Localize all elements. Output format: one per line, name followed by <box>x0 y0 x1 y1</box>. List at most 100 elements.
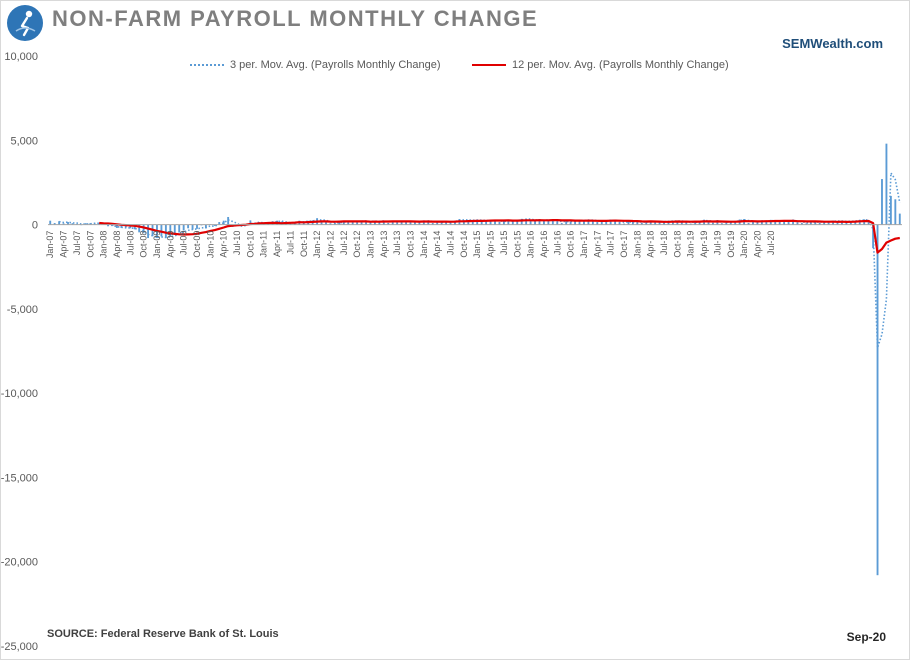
bar <box>836 221 839 225</box>
bar <box>222 220 225 225</box>
bar <box>689 223 692 225</box>
x-tick-label: Jul-19 <box>712 231 722 256</box>
x-tick-label: Jan-18 <box>632 231 642 259</box>
bar <box>511 221 514 225</box>
bar <box>213 224 216 226</box>
bar <box>658 221 661 225</box>
bar <box>591 220 594 225</box>
bar <box>342 221 345 225</box>
bar <box>645 221 648 225</box>
x-tick-label: Oct-07 <box>85 231 95 258</box>
bar <box>498 221 501 225</box>
x-tick-label: Oct-19 <box>726 231 736 258</box>
bar <box>867 220 870 225</box>
x-tick-label: Jul-08 <box>125 231 135 256</box>
bar <box>614 221 617 225</box>
bar <box>160 224 163 237</box>
bar <box>841 221 843 225</box>
x-tick-label: Apr-15 <box>486 231 496 258</box>
bar <box>551 220 554 225</box>
bar <box>405 221 407 225</box>
bar <box>814 221 817 225</box>
ma3-series <box>58 170 901 349</box>
bar <box>676 220 679 225</box>
x-tick-label: Jul-15 <box>499 231 509 256</box>
bar <box>378 221 381 225</box>
ma12-series <box>99 219 900 254</box>
bar <box>800 223 803 225</box>
x-tick-label: Jul-10 <box>232 231 242 256</box>
bar <box>680 221 683 225</box>
bar <box>609 219 612 225</box>
x-tick-label: Apr-10 <box>219 231 229 258</box>
bar <box>760 220 763 225</box>
bar <box>618 221 621 225</box>
bar <box>445 221 448 225</box>
x-tick-label: Jul-13 <box>392 231 402 256</box>
bar <box>67 222 69 225</box>
bar <box>351 221 354 225</box>
bar <box>560 223 563 225</box>
x-tick-label: Oct-14 <box>459 231 469 258</box>
x-tick-label: Jan-20 <box>739 231 749 259</box>
x-tick-label: Oct-12 <box>352 231 362 258</box>
x-tick-label: Apr-18 <box>646 231 656 258</box>
x-tick-label: Jan-15 <box>472 231 482 259</box>
bar <box>578 219 581 225</box>
y-tick-label: 5,000 <box>10 135 38 147</box>
bar <box>774 221 777 225</box>
bar <box>720 223 723 225</box>
bar <box>356 221 359 225</box>
bar <box>333 222 336 225</box>
y-tick-label: -20,000 <box>1 557 38 569</box>
x-tick-label: Apr-19 <box>699 231 709 258</box>
bar <box>569 221 572 225</box>
bar <box>898 213 901 225</box>
bar <box>347 221 350 225</box>
bar <box>583 220 585 225</box>
bar <box>142 224 145 233</box>
bar <box>414 221 416 225</box>
x-tick-label: Oct-13 <box>405 231 415 258</box>
bar <box>71 223 74 225</box>
bar <box>627 220 630 225</box>
x-tick-label: Apr-14 <box>432 231 442 258</box>
bar <box>654 222 657 225</box>
ma3-line <box>58 170 901 349</box>
y-tick-label: -10,000 <box>1 388 38 400</box>
bar <box>49 220 52 225</box>
x-tick-label: Jul-18 <box>659 231 669 256</box>
x-tick-label: Apr-08 <box>112 231 122 258</box>
source-note: SOURCE: Federal Reserve Bank of St. Loui… <box>47 628 279 640</box>
bar <box>636 221 639 225</box>
brand-link[interactable]: SEMWealth.com <box>782 36 883 51</box>
bar <box>360 221 363 225</box>
bar <box>827 221 830 225</box>
x-tick-label: Jan-14 <box>419 231 429 259</box>
bar <box>164 224 167 239</box>
x-tick-label: Jan-08 <box>99 231 109 259</box>
bar <box>494 220 496 225</box>
bar <box>872 224 875 249</box>
bar <box>173 224 176 234</box>
bar <box>565 220 568 225</box>
x-tick-label: Jan-12 <box>312 231 322 259</box>
bar <box>547 220 550 225</box>
bar-series <box>49 143 901 576</box>
bar <box>507 220 510 225</box>
bar <box>391 220 394 225</box>
bar <box>765 221 768 225</box>
bar <box>196 224 198 229</box>
bar <box>329 223 332 225</box>
x-tick-label: Jul-11 <box>285 231 295 255</box>
bar <box>889 195 892 225</box>
bar <box>543 220 545 225</box>
bar <box>133 224 136 230</box>
bar <box>631 221 634 225</box>
x-tick-label: Jul-20 <box>766 231 776 256</box>
x-tick-label: Apr-12 <box>325 231 335 258</box>
x-tick-label: Jan-07 <box>45 231 55 259</box>
bar <box>227 216 230 225</box>
bar <box>62 223 65 225</box>
